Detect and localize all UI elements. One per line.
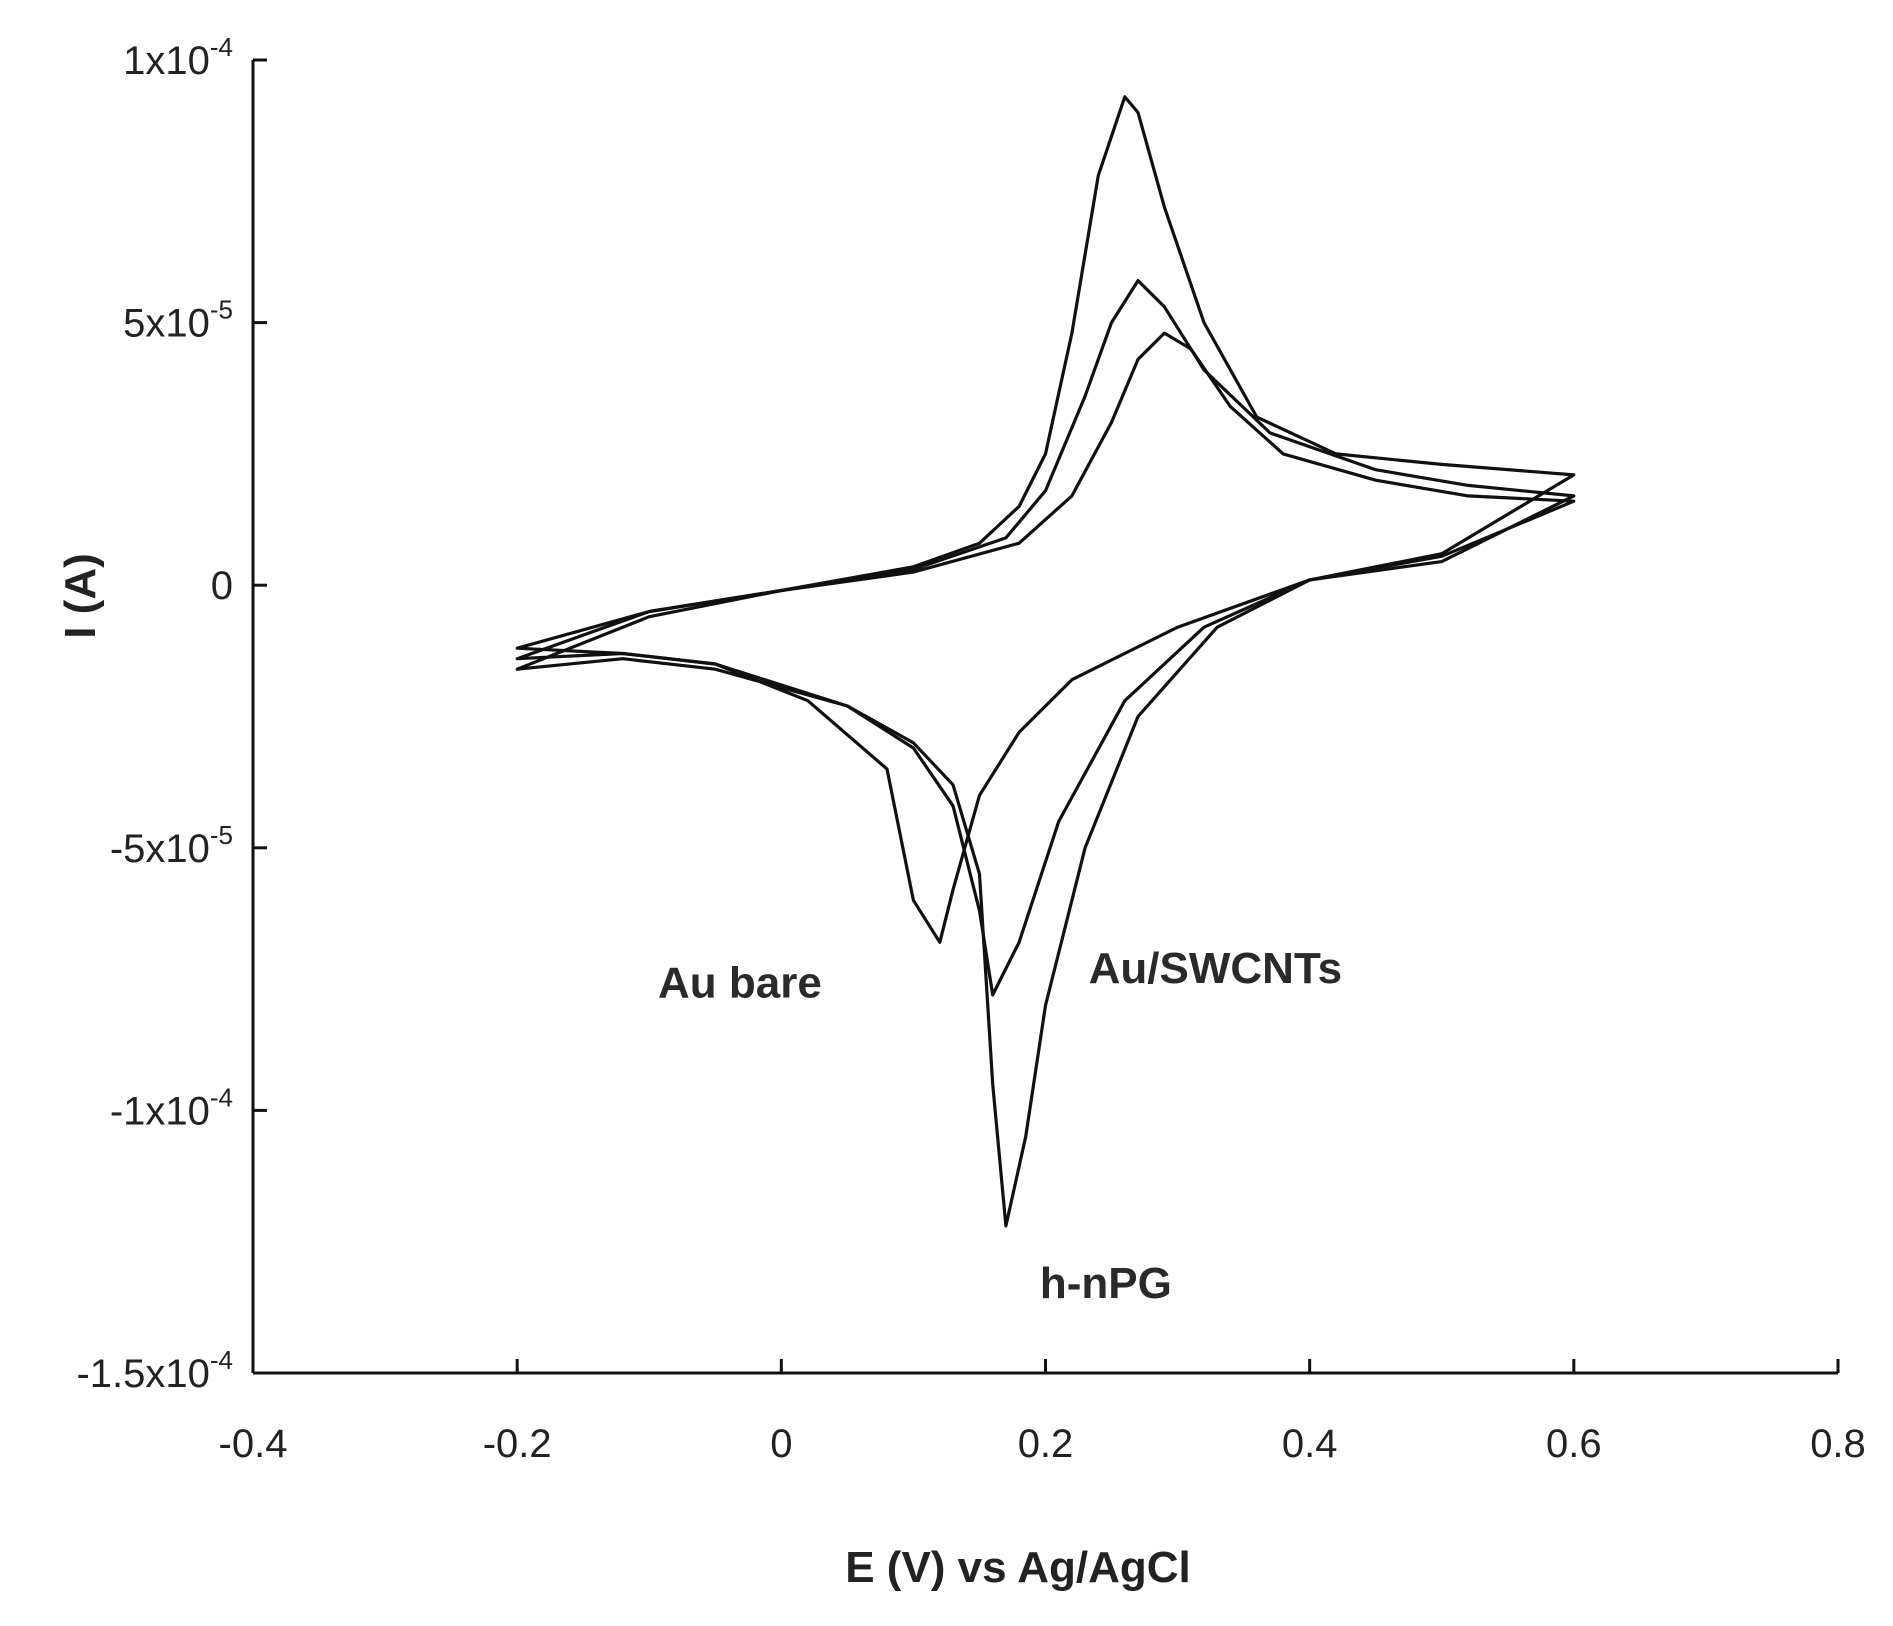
x-ticks: -0.4 -0.2 0 0.2 0.4 0.6 0.8	[219, 1359, 1866, 1466]
y-tick-mantissa: -1x10	[110, 1089, 210, 1133]
series-line	[515, 95, 1576, 1228]
y-tick-label: 1x10-4	[123, 32, 233, 83]
y-tick-label: 0	[211, 564, 233, 608]
y-tick-exponent: -5	[210, 820, 233, 850]
series-annotation-label: Au/SWCNTs	[1089, 944, 1342, 993]
series-line	[515, 331, 1576, 944]
y-tick-label: -5x10-5	[110, 820, 233, 871]
series-line	[515, 279, 1576, 997]
series-annotations: Au bare Au/SWCNTs h-nPG	[658, 944, 1342, 1308]
y-tick-label: -1.5x10-4	[76, 1345, 233, 1396]
y-tick-mantissa: -5x10	[110, 827, 210, 871]
x-axis-title: E (V) vs Ag/AgCl	[845, 1543, 1191, 1592]
y-tick-label: -1x10-4	[110, 1082, 233, 1133]
series-au-swcnts	[515, 279, 1576, 997]
x-tick-label: 0.4	[1282, 1422, 1338, 1466]
series-au-bare	[515, 331, 1576, 944]
x-tick-label: 0.6	[1546, 1422, 1602, 1466]
y-tick-exponent: -4	[210, 1082, 233, 1112]
y-tick-exponent: -4	[210, 32, 233, 62]
series-annotation-label: h-nPG	[1040, 1259, 1172, 1308]
x-tick-label: -0.2	[483, 1422, 552, 1466]
y-tick-mantissa: 5x10	[123, 302, 210, 346]
y-tick-exponent: -4	[210, 1345, 233, 1375]
y-tick-exponent: -5	[210, 295, 233, 325]
x-tick-label: 0	[770, 1422, 792, 1466]
y-tick-mantissa: 1x10	[123, 39, 210, 83]
x-tick-label: 0.2	[1018, 1422, 1074, 1466]
y-tick-mantissa: 0	[211, 564, 233, 608]
series-annotation-label: Au bare	[658, 958, 822, 1007]
x-tick-label: 0.8	[1810, 1422, 1866, 1466]
series-group	[515, 95, 1576, 1228]
axes	[251, 60, 1838, 1375]
y-axis-title: I (A)	[56, 553, 105, 639]
x-tick-label: -0.4	[219, 1422, 288, 1466]
y-tick-label: 5x10-5	[123, 295, 233, 346]
y-tick-mantissa: -1.5x10	[76, 1352, 209, 1396]
series-h-npg	[515, 95, 1576, 1228]
